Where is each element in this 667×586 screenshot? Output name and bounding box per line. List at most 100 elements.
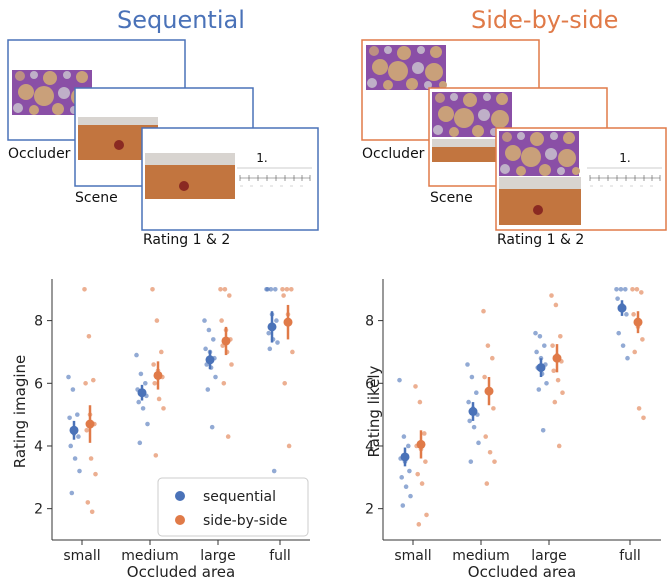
side-by-side-data-point [290,349,295,355]
side-by-side-data-point [289,286,294,292]
sequential-data-point [267,346,273,352]
side-by-side-data-point [416,522,422,527]
side-by-side-data-point [481,308,486,314]
side-by-side-mean-marker [221,336,231,346]
y-tick-label: 8 [365,314,374,330]
sequential-data-point [474,390,479,395]
x-tick-label: large [200,548,235,564]
sequential-data-point [202,318,207,323]
sequential-data-point [616,330,621,336]
side-by-side-data-point [86,333,92,339]
side-by-side-data-point [153,453,159,458]
sequential-rating-label: Rating 1 & 2 [143,232,231,248]
sequential-data-point [397,377,402,383]
sequential-data-point [476,440,481,446]
side-by-side-data-point [91,377,96,383]
sequential-data-point [400,503,406,508]
sequential-data-point [467,418,472,424]
sequential-data-point [143,380,148,386]
chart-rating-likely: 2 4 6 8 small medium large full Occluded area Rat… [365,279,661,581]
sequential-data-point [534,349,539,355]
x-axis-label: Occluded area [127,563,235,581]
side-by-side-data-point [89,509,95,515]
side-by-side-rating-frame: 1. [495,127,667,231]
sequential-data-point [211,337,216,342]
sequential-data-point [544,380,549,386]
sequential-scene-label: Scene [75,190,118,206]
sequential-data-point [134,352,139,358]
side-by-side-data-point [222,286,228,292]
sequential-data-point [145,421,150,427]
sequential-occluder-label: Occluder [6,146,73,162]
sequential-data-point [66,374,71,380]
sequential-data-point [614,286,619,292]
sequential-data-point [618,286,624,292]
sequential-mean-marker [205,355,215,365]
side-by-side-mean-marker [85,419,95,429]
side-by-side-data-point [639,290,644,295]
side-by-side-mean-marker [416,439,426,449]
side-by-side-data-point [282,380,288,386]
sequential-data-point [70,387,76,392]
side-by-side-data-point [632,349,637,355]
side-by-side-data-point [413,384,418,389]
sequential-data-point [620,343,626,348]
side-by-side-data-point [490,355,495,361]
legend-label-sequential: sequential [203,489,276,505]
sequential-data-point [138,371,144,377]
side-by-side-data-point [423,459,428,464]
sequential-data-point [403,484,409,490]
sequential-data-point [67,415,72,421]
side-by-side-data-point [636,406,642,411]
side-by-side-data-point [286,443,292,449]
side-by-side-scene-label: Scene [430,190,473,206]
side-by-side-data-point [551,368,556,374]
sequential-mean-marker [536,363,546,373]
sequential-data-point [76,434,81,439]
side-by-side-rating-label: Rating 1 & 2 [497,232,585,248]
legend-marker-side-by-side [175,515,185,525]
sequential-rating-number: 1. [256,151,267,165]
sequential-mean-marker [468,407,478,416]
sequential-data-point [465,362,470,367]
sequential-data-point [408,493,413,499]
sequential-data-point [213,374,218,380]
y-tick-label: 8 [34,314,43,330]
sequential-data-point [68,443,73,449]
side-by-side-data-point [552,399,558,405]
side-by-side-data-point [549,293,554,298]
side-by-side-data-point [487,449,493,455]
side-by-side-data-point [225,434,231,439]
sequential-data-point [536,387,542,392]
sequential-data-point [274,318,279,323]
sequential-data-point [469,374,475,380]
side-by-side-data-point [218,286,223,292]
sequential-data-point [399,475,404,480]
side-by-side-data-point [424,512,429,518]
sequential-data-point [140,406,146,411]
y-tick-label: 6 [365,376,374,392]
side-by-side-data-point [422,431,427,436]
sequential-data-point [77,468,82,474]
sequential-data-point [406,443,411,449]
side-by-side-data-point [150,286,155,292]
sequential-data-point [265,286,270,292]
side-by-side-data-point [556,443,562,449]
x-tick-label: full [619,548,641,564]
side-by-side-data-point [151,362,156,367]
sequential-data-point [206,327,212,333]
side-by-side-mean-marker [283,317,293,327]
side-by-side-data-point [483,434,488,439]
x-tick-label: full [269,548,291,564]
side-by-side-data-point [84,428,89,433]
sequential-data-point [537,333,543,339]
side-by-side-data-point [491,406,496,411]
side-by-side-data-point [560,390,565,395]
sequential-rating-frame: 1. [141,127,319,231]
side-by-side-data-point [550,343,555,348]
sequential-data-point [275,340,280,345]
sequential-data-point [401,434,407,439]
side-by-side-data-point [631,312,636,317]
sequential-data-point [407,468,412,474]
sequential-data-point [625,355,630,361]
